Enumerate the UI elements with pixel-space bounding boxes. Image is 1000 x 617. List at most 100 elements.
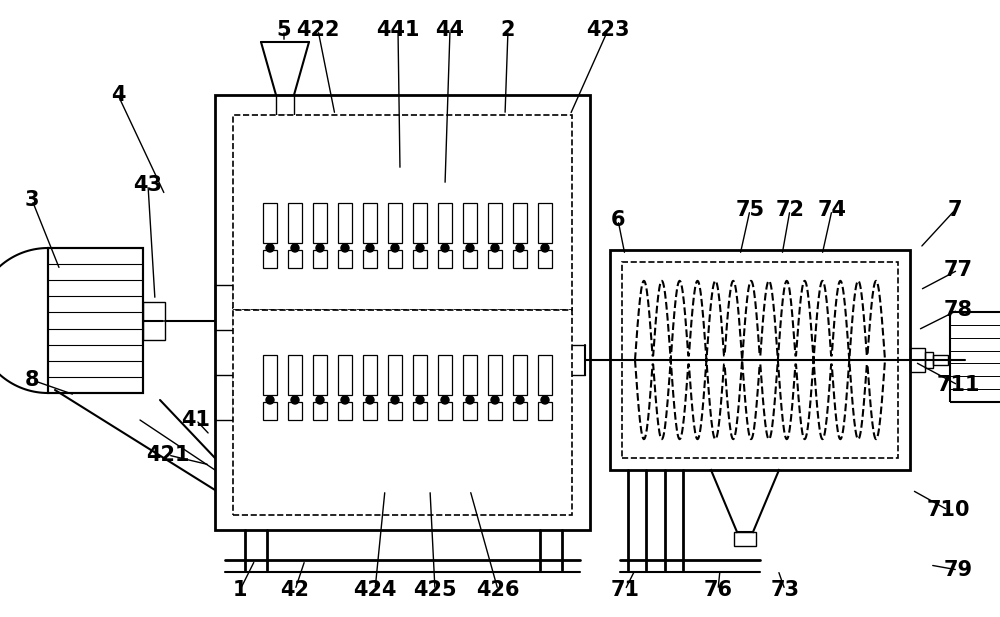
Circle shape: [416, 396, 424, 404]
Circle shape: [266, 396, 274, 404]
Bar: [488, 402, 502, 420]
Text: 43: 43: [134, 175, 162, 195]
Bar: [413, 250, 427, 268]
Circle shape: [491, 396, 499, 404]
Bar: [413, 402, 427, 420]
Bar: [313, 203, 327, 243]
Bar: [488, 250, 502, 268]
Bar: [413, 203, 427, 243]
Bar: [338, 250, 352, 268]
Text: 3: 3: [25, 190, 39, 210]
Bar: [233, 310, 572, 515]
Bar: [215, 285, 233, 330]
Bar: [488, 355, 502, 395]
Bar: [263, 250, 277, 268]
Bar: [288, 203, 302, 243]
Bar: [288, 402, 302, 420]
Circle shape: [391, 244, 399, 252]
Text: 44: 44: [436, 20, 464, 40]
Circle shape: [466, 244, 474, 252]
Bar: [388, 402, 402, 420]
Circle shape: [391, 396, 399, 404]
Bar: [438, 355, 452, 395]
Bar: [263, 355, 277, 395]
Text: 425: 425: [413, 580, 457, 600]
Bar: [48, 248, 143, 393]
Bar: [438, 402, 452, 420]
Bar: [734, 532, 756, 546]
Circle shape: [541, 244, 549, 252]
Bar: [215, 95, 590, 530]
Text: 77: 77: [944, 260, 972, 280]
Text: 6: 6: [611, 210, 625, 230]
Text: 421: 421: [146, 445, 190, 465]
Text: 76: 76: [704, 580, 732, 600]
Bar: [610, 250, 910, 470]
Bar: [48, 248, 143, 393]
Text: 1: 1: [233, 580, 247, 600]
Text: 441: 441: [376, 20, 420, 40]
Circle shape: [366, 244, 374, 252]
Bar: [338, 402, 352, 420]
Bar: [538, 203, 552, 243]
Bar: [538, 355, 552, 395]
Bar: [388, 203, 402, 243]
Circle shape: [366, 396, 374, 404]
Text: 73: 73: [770, 580, 800, 600]
Text: 42: 42: [280, 580, 310, 600]
Circle shape: [316, 396, 324, 404]
Circle shape: [291, 396, 299, 404]
Bar: [513, 355, 527, 395]
Bar: [233, 115, 572, 310]
Circle shape: [541, 396, 549, 404]
Bar: [538, 250, 552, 268]
Text: 74: 74: [818, 200, 846, 220]
Bar: [463, 203, 477, 243]
Bar: [215, 375, 233, 420]
Bar: [363, 355, 377, 395]
Bar: [622, 262, 898, 458]
Bar: [513, 203, 527, 243]
Bar: [910, 348, 925, 372]
Bar: [338, 355, 352, 395]
Bar: [388, 355, 402, 395]
Bar: [388, 250, 402, 268]
Circle shape: [341, 244, 349, 252]
Text: 41: 41: [182, 410, 210, 430]
Bar: [950, 312, 1000, 402]
Text: 422: 422: [296, 20, 340, 40]
Circle shape: [466, 396, 474, 404]
Text: 426: 426: [476, 580, 520, 600]
Bar: [313, 250, 327, 268]
Bar: [313, 402, 327, 420]
Text: 424: 424: [353, 580, 397, 600]
Text: 4: 4: [111, 85, 125, 105]
Text: 710: 710: [926, 500, 970, 520]
Text: 423: 423: [586, 20, 630, 40]
Bar: [463, 250, 477, 268]
Circle shape: [291, 244, 299, 252]
Bar: [488, 203, 502, 243]
Bar: [276, 95, 294, 115]
Bar: [513, 250, 527, 268]
Circle shape: [266, 244, 274, 252]
Text: 5: 5: [277, 20, 291, 40]
Circle shape: [516, 396, 524, 404]
Circle shape: [491, 244, 499, 252]
Bar: [925, 352, 933, 368]
Circle shape: [316, 244, 324, 252]
Text: 75: 75: [735, 200, 765, 220]
Circle shape: [341, 396, 349, 404]
Bar: [438, 250, 452, 268]
Circle shape: [516, 244, 524, 252]
Text: 71: 71: [610, 580, 640, 600]
Bar: [363, 250, 377, 268]
Circle shape: [441, 396, 449, 404]
Bar: [263, 203, 277, 243]
Bar: [463, 355, 477, 395]
Circle shape: [441, 244, 449, 252]
Bar: [438, 203, 452, 243]
Text: 78: 78: [944, 300, 972, 320]
Bar: [143, 302, 165, 339]
Bar: [288, 355, 302, 395]
